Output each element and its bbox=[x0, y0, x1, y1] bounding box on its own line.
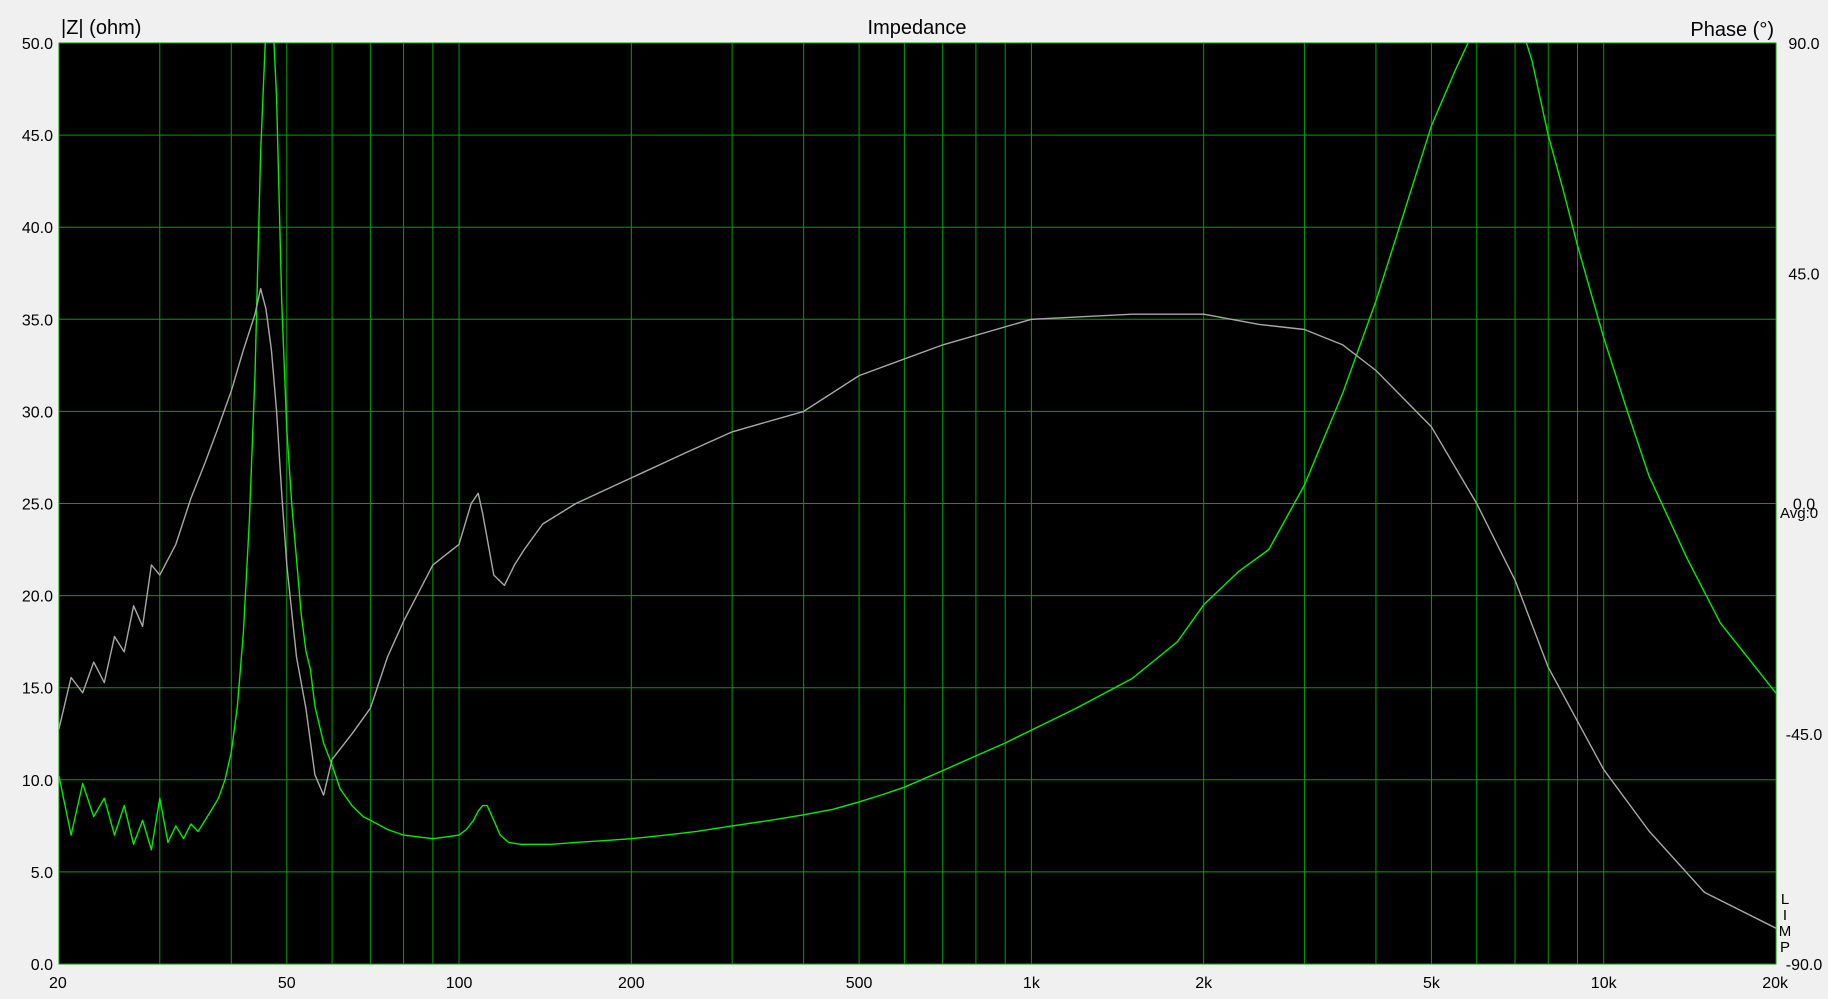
y2-tick-label: 0.0 bbox=[1793, 497, 1815, 514]
y-tick-label: 0.0 bbox=[31, 957, 53, 974]
y2-tick-label: -90.0 bbox=[1786, 957, 1823, 974]
y-tick-label: 40.0 bbox=[22, 220, 53, 237]
y-tick-label: 5.0 bbox=[31, 865, 53, 882]
x-tick-label: 100 bbox=[446, 975, 473, 992]
phase-series-line bbox=[59, 287, 1776, 929]
x-tick-label: 20 bbox=[49, 975, 67, 992]
x-tick-label: 20k bbox=[1762, 975, 1789, 992]
x-tick-label: 1k bbox=[1023, 975, 1041, 992]
x-tick-label: 2k bbox=[1195, 975, 1213, 992]
labels-layer: 20 50 100 200 500 1k 2k 5k 10k 20k 0.0 5.0 10.0 15.0 2… bbox=[22, 36, 1822, 992]
y-tick-label: 10.0 bbox=[22, 773, 53, 790]
impedance-series-line bbox=[59, 43, 1776, 851]
grid bbox=[58, 42, 1777, 965]
left-axis-label: |Z| (ohm) bbox=[61, 17, 141, 39]
x-tick-label: 5k bbox=[1423, 975, 1441, 992]
y2-tick-label: 90.0 bbox=[1788, 36, 1819, 53]
side-letter: I bbox=[1783, 907, 1787, 924]
y-tick-label: 50.0 bbox=[22, 36, 53, 53]
side-letter: M bbox=[1779, 923, 1792, 940]
x-tick-label: 200 bbox=[618, 975, 645, 992]
series-layer bbox=[59, 43, 1776, 929]
y-tick-label: 25.0 bbox=[22, 497, 53, 514]
y-tick-label: 30.0 bbox=[22, 404, 53, 421]
avg-label: Avg:0 bbox=[1780, 505, 1818, 522]
x-tick-label: 10k bbox=[1591, 975, 1618, 992]
chart-title: Impedance bbox=[868, 17, 967, 39]
x-tick-label: 50 bbox=[278, 975, 296, 992]
y2-tick-label: 45.0 bbox=[1788, 266, 1819, 283]
y-tick-label: 45.0 bbox=[22, 128, 53, 145]
y-tick-label: 35.0 bbox=[22, 312, 53, 329]
x-tick-label: 500 bbox=[846, 975, 873, 992]
y2-tick-label: -45.0 bbox=[1786, 727, 1823, 744]
side-letter: L bbox=[1781, 891, 1789, 908]
y-tick-label: 20.0 bbox=[22, 589, 53, 606]
right-axis-label: Phase (°) bbox=[1690, 19, 1774, 41]
y-tick-label: 15.0 bbox=[22, 681, 53, 698]
side-letter: P bbox=[1780, 939, 1790, 956]
